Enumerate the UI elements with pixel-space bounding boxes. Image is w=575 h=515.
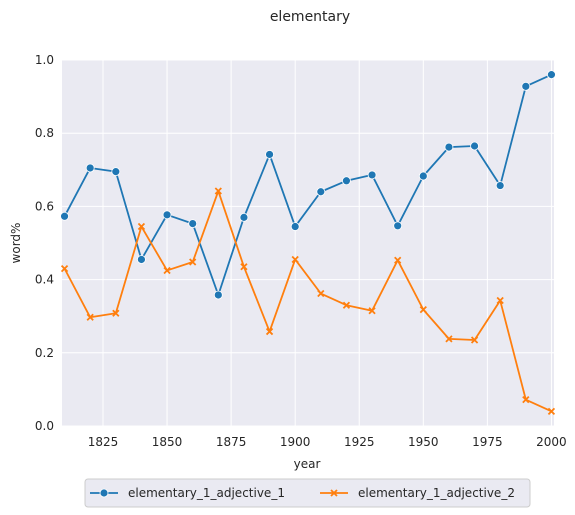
data-point [240, 263, 248, 271]
y-tick-label: 0.2 [35, 346, 54, 360]
series-2 [60, 187, 556, 415]
data-point [265, 327, 274, 336]
data-point [189, 258, 197, 266]
data-point [86, 313, 94, 321]
data-point [188, 219, 198, 229]
data-point [291, 255, 299, 264]
y-tick-label: 0.8 [35, 126, 54, 140]
x-tick-label: 1975 [472, 435, 503, 449]
y-tick-label: 1.0 [35, 53, 54, 67]
y-axis-ticks: 0.0 0.2 0.4 0.6 0.8 1.0 [35, 53, 54, 433]
data-point [317, 289, 325, 298]
plot-area [62, 60, 554, 426]
data-point [239, 212, 249, 222]
data-point [393, 221, 403, 231]
y-tick-label: 0.0 [35, 419, 54, 433]
x-axis-ticks: 1825 1850 1875 1900 1925 1950 1975 2000 [88, 435, 567, 449]
data-point [162, 210, 172, 220]
data-point [470, 336, 479, 344]
data-point [137, 222, 146, 231]
data-point [547, 70, 556, 80]
data-point [213, 290, 223, 300]
data-point [112, 309, 120, 317]
x-tick-label: 1875 [216, 435, 247, 449]
data-point [85, 163, 95, 173]
data-point [290, 222, 300, 231]
legend-entry-1: elementary_1_adjective_1 [90, 486, 285, 500]
data-point [394, 256, 402, 264]
legend-label: elementary_1_adjective_1 [128, 486, 285, 500]
data-point [137, 255, 146, 264]
data-point [419, 305, 427, 314]
data-point [342, 176, 351, 186]
legend-box [84, 478, 531, 508]
data-point [522, 396, 530, 404]
data-point [495, 181, 505, 190]
legend-marker [330, 489, 338, 497]
series [60, 70, 556, 415]
y-axis-title: word% [9, 223, 23, 264]
x-tick-label: 2000 [536, 435, 567, 449]
data-point [470, 141, 479, 151]
chart-title: elementary [270, 9, 350, 25]
data-point [163, 266, 171, 275]
data-point [316, 187, 326, 197]
x-axis-title: year [294, 457, 321, 471]
series-line [63, 190, 552, 413]
data-point [496, 296, 504, 305]
x-tick-label: 1850 [152, 435, 183, 449]
y-tick-label: 0.4 [35, 273, 54, 287]
data-point [265, 150, 274, 159]
data-point [444, 142, 454, 152]
legend-marker [99, 488, 109, 498]
legend-entry-2: elementary_1_adjective_2 [320, 486, 515, 500]
x-tick-label: 1950 [408, 435, 439, 449]
legend-label: elementary_1_adjective_2 [358, 486, 515, 500]
data-point [111, 167, 121, 177]
data-point [342, 301, 351, 309]
data-point [445, 335, 453, 343]
series-1 [60, 70, 556, 300]
x-tick-label: 1925 [344, 435, 375, 449]
legend: elementary_1_adjective_1 elementary_1_adj… [84, 478, 531, 508]
data-point [60, 264, 69, 273]
data-point [418, 171, 428, 181]
x-tick-label: 1900 [280, 435, 311, 449]
y-tick-label: 0.6 [35, 199, 54, 213]
x-tick-label: 1825 [88, 435, 119, 449]
data-point [367, 170, 377, 180]
data-point [60, 211, 69, 221]
data-point [547, 407, 556, 415]
data-point [521, 81, 531, 91]
grid [62, 59, 554, 427]
data-point [214, 187, 222, 195]
data-point [368, 307, 376, 315]
